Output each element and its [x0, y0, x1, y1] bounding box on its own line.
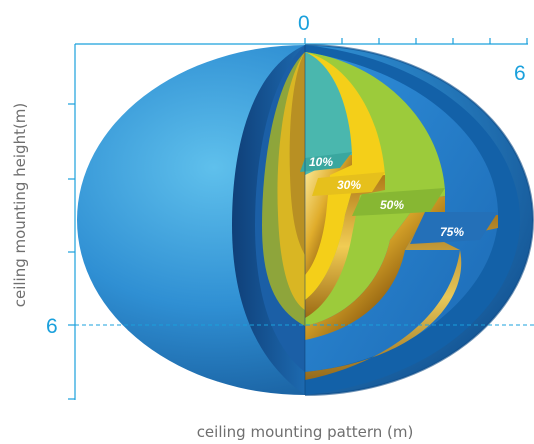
axes: [68, 38, 528, 400]
zone-label-75: 75%: [440, 225, 464, 239]
y-axis-max-label: 6: [46, 315, 58, 338]
x-ticks: [304, 38, 528, 44]
teal-zone-left: [289, 52, 305, 255]
zone-label-50: 50%: [380, 198, 404, 212]
outer-rim: [304, 44, 534, 396]
plate-30: [312, 172, 385, 196]
gold-wall-3: [305, 196, 445, 340]
teal-zone-right: [305, 52, 352, 255]
plate-50: [352, 188, 445, 216]
y-ticks: [68, 103, 75, 400]
x-axis-max-label: 6: [514, 62, 526, 85]
y-axis-title: ceiling mounting height(m): [11, 103, 29, 308]
x-axis-zero-label: 0: [298, 12, 310, 35]
x-axis-title: ceiling mounting pattern (m): [197, 423, 414, 441]
coverage-dome: [77, 44, 534, 396]
plate-10: [300, 152, 352, 172]
zone-label-10: 10%: [309, 155, 333, 169]
zone-label-30: 30%: [337, 178, 361, 192]
gold-wall-2: [305, 175, 385, 318]
plate-75: [410, 212, 498, 244]
